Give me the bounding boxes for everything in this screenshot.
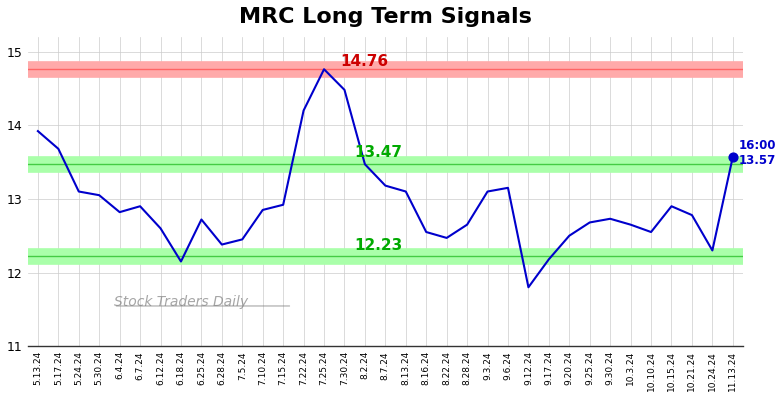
Title: MRC Long Term Signals: MRC Long Term Signals [239,7,532,27]
Text: 13.47: 13.47 [354,145,403,160]
Text: 16:00
13.57: 16:00 13.57 [739,139,776,167]
Text: Stock Traders Daily: Stock Traders Daily [114,295,248,309]
Text: 14.76: 14.76 [340,54,389,68]
Text: 12.23: 12.23 [354,238,403,253]
Point [727,154,739,160]
